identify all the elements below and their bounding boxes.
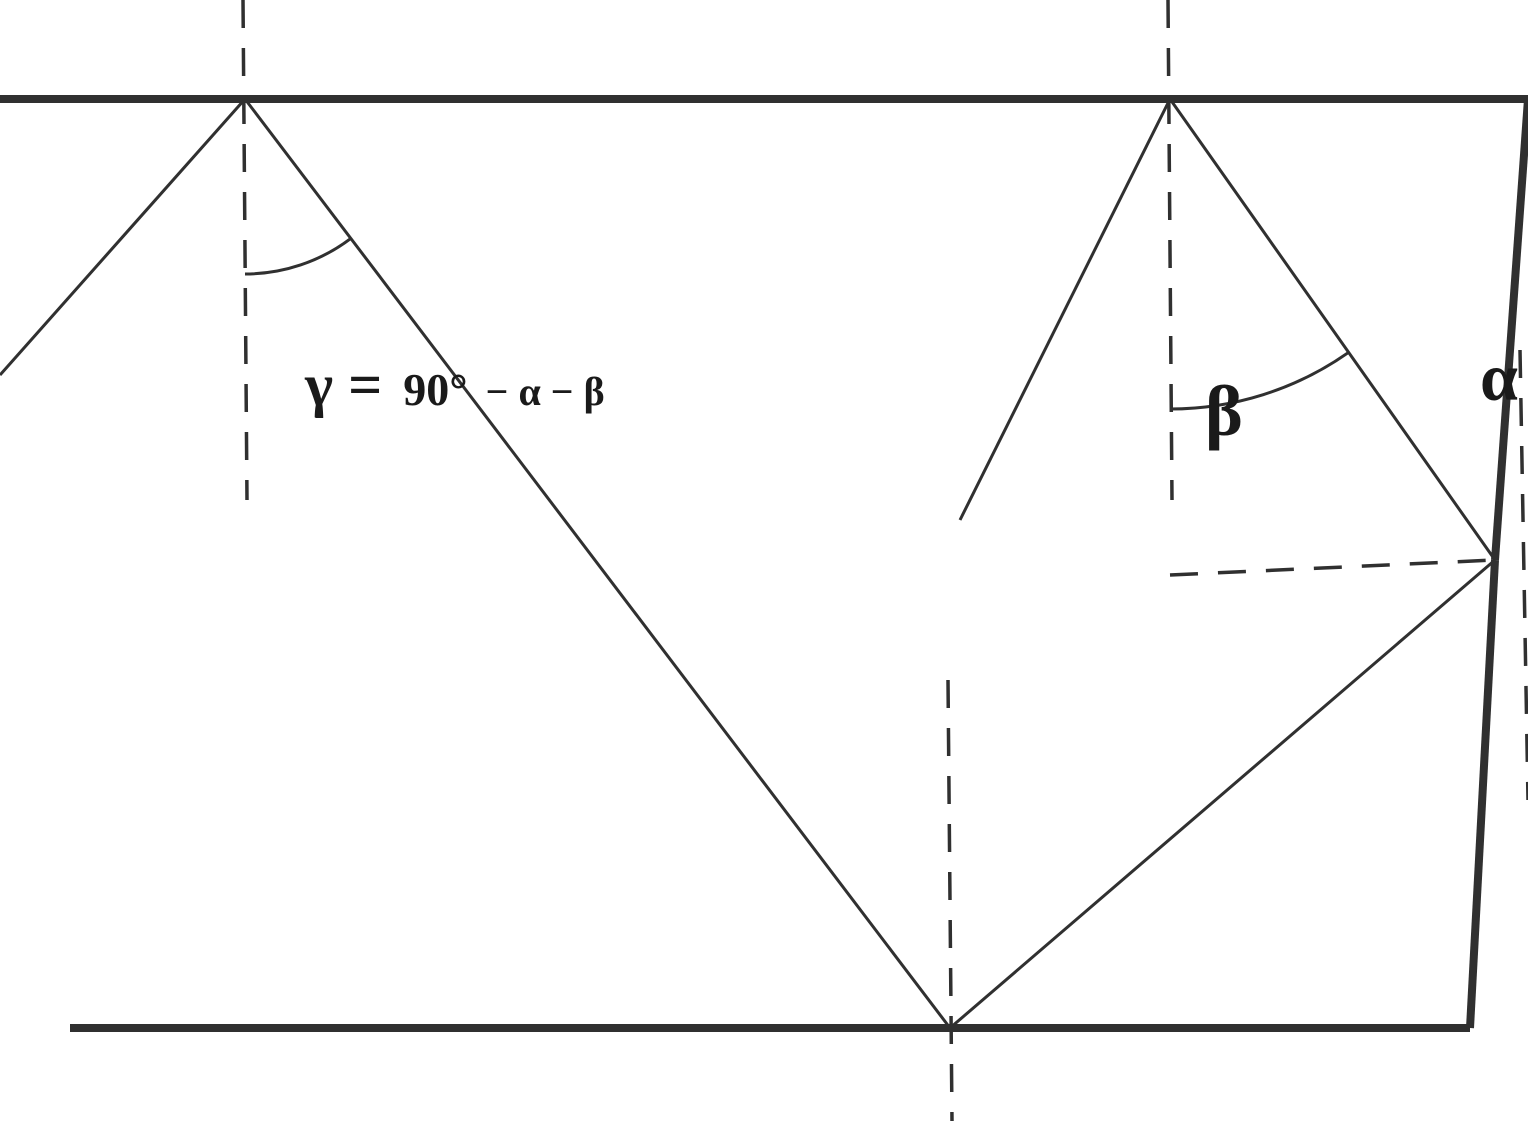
alpha-label: α <box>1480 339 1518 415</box>
construction-dash-0 <box>243 0 247 500</box>
beta-arc <box>1170 353 1348 409</box>
ray-segment-2 <box>950 560 1495 1028</box>
gamma-label: γ = 90° − α − β <box>304 352 605 418</box>
ray-segment-1 <box>245 99 950 1028</box>
construction-dash-1 <box>1168 0 1172 500</box>
boundary-2 <box>1495 99 1528 560</box>
beta-label: β <box>1205 371 1243 451</box>
ray-segment-3 <box>1170 99 1495 560</box>
ray-segment-4 <box>960 99 1170 520</box>
ray-segment-0 <box>0 99 245 375</box>
construction-dash-2 <box>1520 350 1528 800</box>
construction-dash-3 <box>948 680 952 1121</box>
construction-dash-4 <box>1170 560 1495 575</box>
gamma-arc <box>245 239 350 274</box>
boundary-3 <box>1470 560 1495 1028</box>
